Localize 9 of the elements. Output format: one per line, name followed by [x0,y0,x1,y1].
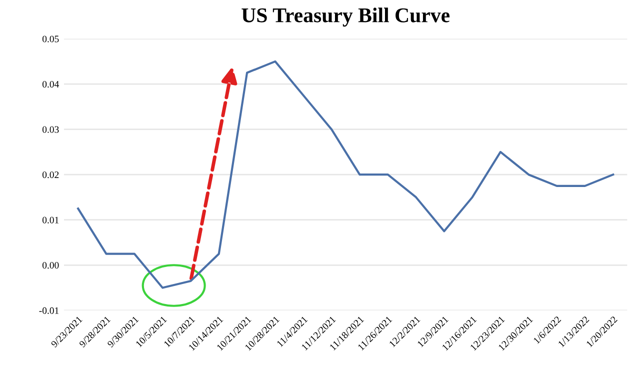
y-tick-label: -0.01 [39,307,59,314]
y-tick-label: 0.02 [42,172,59,178]
chart-title: US Treasury Bill Curve [242,8,450,27]
y-tick-label: 0.05 [42,36,59,42]
y-tick-label: 0.03 [42,126,59,133]
y-tick-label: 0.04 [42,80,59,88]
line-series [77,60,614,289]
y-tick-label: 0.00 [42,262,59,269]
y-tick-label: 0.01 [42,216,59,224]
